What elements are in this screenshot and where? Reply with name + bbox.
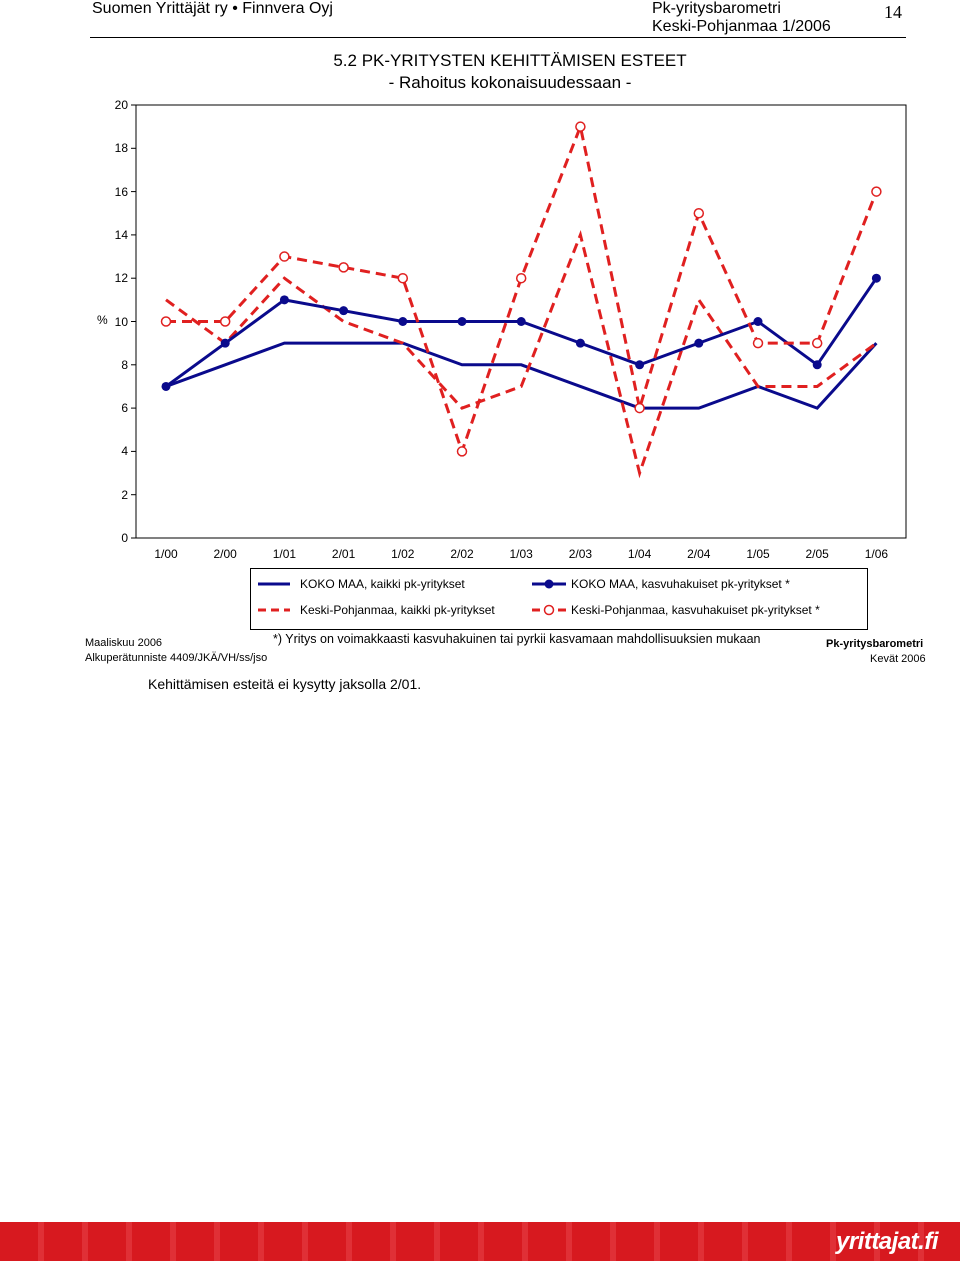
header-publication: Pk-yritysbarometri Keski-Pohjanmaa 1/200… (652, 0, 831, 36)
series-3-point (219, 316, 231, 327)
header-publication-region: Keski-Pohjanmaa 1/2006 (652, 18, 831, 35)
legend-marker-1 (544, 579, 554, 589)
chart-subtitle: - Rahoitus kokonaisuudessaan - (388, 73, 632, 92)
x-tick-label: 1/02 (391, 547, 415, 561)
series-1-point (694, 338, 704, 348)
series-3-point (693, 208, 705, 219)
series-1-point (339, 306, 349, 316)
series-3-point (279, 251, 290, 262)
series-line-2 (165, 229, 878, 479)
series-1-point (398, 317, 408, 326)
x-tick-label: 2/01 (331, 547, 356, 561)
page-number: 14 (884, 2, 902, 22)
header-organizations: Suomen Yrittäjät ry • Finnvera Oyj (92, 0, 333, 17)
x-tick-label: 2/02 (450, 547, 474, 561)
footer-band: yrittajat.fi (0, 1222, 960, 1261)
source-code: Alkuperätunniste 4409/JKÄ/VH/ss/jso (85, 652, 268, 664)
legend (250, 568, 868, 630)
legend-label-keski-pohjanmaa-kasvuhakuiset: Keski-Pohjanmaa, kasvuhakuiset pk-yrityk… (571, 603, 820, 617)
x-tick-label: 1/03 (509, 547, 533, 561)
series-1-point (753, 317, 763, 326)
series-3-point (575, 121, 586, 132)
y-tick-label: 4 (121, 444, 128, 459)
series-3-point (160, 316, 172, 327)
series-3-point (456, 446, 468, 457)
survey-date: Maaliskuu 2006 (85, 637, 163, 649)
series-1-point (812, 360, 822, 370)
y-tick-label: 18 (114, 141, 128, 156)
series-3-point (752, 337, 764, 349)
legend-marker-3 (543, 604, 555, 616)
series-3-point (338, 262, 349, 273)
x-tick-label: 2/03 (568, 547, 593, 561)
legend-label-keski-pohjanmaa-kaikki: Keski-Pohjanmaa, kaikki pk-yritykset (300, 603, 495, 617)
x-tick-label: 1/01 (272, 547, 297, 561)
y-axis-title: % (97, 313, 108, 327)
series-1-point (279, 295, 289, 305)
y-tick-label: 10 (114, 314, 128, 329)
series-3-point (515, 272, 527, 284)
x-tick-label: 1/05 (746, 547, 770, 561)
series-1-point (871, 273, 881, 283)
header-publication-name: Pk-yritysbarometri (652, 0, 781, 17)
series-1-point (635, 360, 645, 370)
chart-note: Kehittämisen esteitä ei kysytty jaksolla… (148, 676, 422, 692)
series-3-point (871, 186, 882, 197)
series-1-point (161, 381, 171, 391)
series-3-point (811, 337, 823, 349)
y-tick-label: 20 (114, 98, 128, 112)
series-line-1 (165, 277, 878, 388)
x-tick-label: 2/04 (687, 547, 711, 561)
legend-label-koko-maa-kaikki: KOKO MAA, kaikki pk-yritykset (300, 577, 465, 591)
y-tick-label: 16 (114, 184, 128, 199)
series-line-0 (165, 341, 878, 410)
y-tick-label: 14 (114, 227, 128, 242)
x-tick-label: 1/04 (627, 547, 652, 561)
line-chart (131, 104, 907, 616)
header-divider (90, 37, 906, 38)
x-tick-label: 1/00 (154, 547, 178, 561)
series-3-point (634, 402, 645, 414)
series-3-point (397, 272, 409, 284)
x-tick-label: 2/05 (805, 547, 829, 561)
x-tick-label: 2/00 (213, 547, 237, 561)
survey-season: Kevät 2006 (870, 653, 926, 665)
series-1-point (516, 317, 526, 326)
series-1-point (220, 338, 230, 348)
y-tick-label: 6 (121, 401, 128, 416)
y-tick-label: 2 (121, 487, 128, 502)
y-tick-label: 8 (121, 357, 128, 372)
footer-brand-logo: yrittajat.fi (835, 1228, 939, 1255)
series-1-point (457, 317, 467, 326)
y-tick-label: 0 (121, 531, 128, 545)
series-1-point (575, 338, 585, 348)
legend-label-koko-maa-kasvuhakuiset: KOKO MAA, kasvuhakuiset pk-yritykset * (571, 577, 790, 591)
legend-swatches (258, 579, 566, 616)
survey-brand: Pk-yritysbarometri (826, 638, 924, 650)
chart-title: 5.2 PK-YRITYSTEN KEHITTÄMISEN ESTEET (333, 51, 687, 70)
footnote: *) Yritys on voimakkaasti kasvuhakuinen … (273, 632, 761, 646)
y-tick-marks (131, 104, 136, 539)
x-tick-label: 1/06 (864, 547, 889, 561)
series-layer (160, 121, 882, 479)
y-tick-label: 12 (114, 271, 128, 286)
